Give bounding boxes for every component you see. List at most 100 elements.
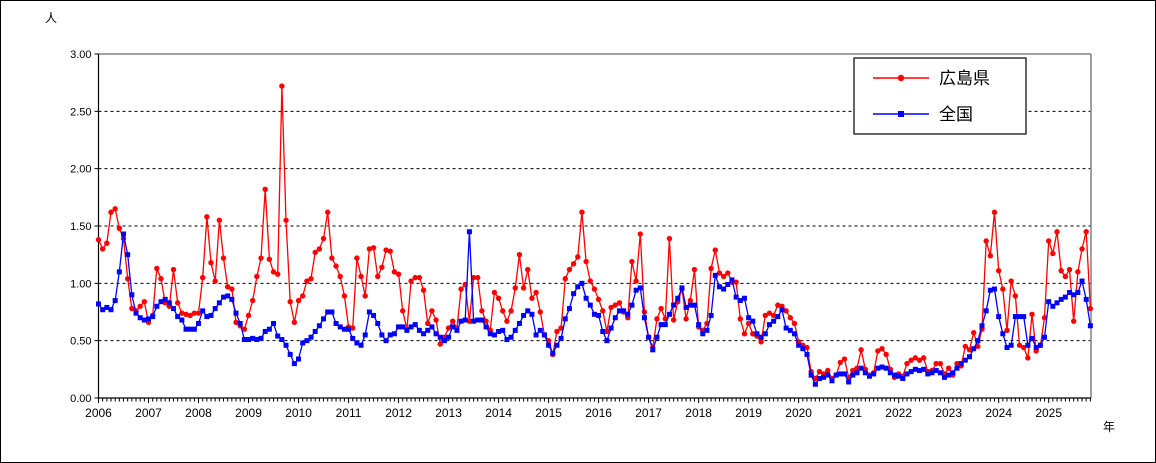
series-hiroshima-point — [954, 360, 960, 367]
series-national-point — [496, 328, 502, 334]
series-hiroshima-point — [137, 303, 143, 309]
series-national-point — [571, 291, 577, 297]
x-year-label: 2014 — [485, 406, 512, 420]
series-national-point — [137, 315, 143, 321]
series-hiroshima-point — [529, 295, 535, 301]
series-hiroshima-point — [204, 214, 210, 220]
series-hiroshima-point — [1008, 278, 1014, 284]
series-hiroshima-point — [579, 209, 585, 215]
series-national-point — [883, 365, 889, 371]
series-national-point — [162, 296, 168, 302]
series-hiroshima-point — [975, 343, 981, 350]
series-national-point — [846, 379, 852, 385]
series-hiroshima-point — [825, 367, 831, 374]
series-national-point — [271, 320, 277, 326]
series-national-point — [725, 281, 731, 287]
series-national-point — [891, 372, 897, 378]
series-hiroshima-point — [1025, 355, 1031, 361]
series-hiroshima-point — [500, 308, 506, 314]
series-national-point — [591, 311, 597, 317]
series-national-point — [675, 295, 681, 301]
series-national-point — [216, 300, 222, 306]
series-hiroshima-point — [258, 255, 264, 261]
series-national-point — [329, 309, 335, 315]
series-national-point — [625, 311, 631, 317]
series-national-point — [129, 292, 135, 298]
series-national-point — [654, 334, 660, 340]
series-national-point — [671, 302, 677, 308]
series-national-point — [854, 370, 860, 376]
series-national-point — [108, 307, 114, 313]
series-national-point — [1067, 290, 1073, 296]
series-hiroshima-point — [562, 276, 568, 282]
series-hiroshima-point — [1016, 342, 1023, 348]
series-national-point — [204, 314, 210, 320]
series-national-point — [437, 334, 443, 340]
series-national-point — [954, 365, 960, 371]
series-hiroshima-point — [329, 255, 335, 261]
series-national-point — [441, 338, 447, 344]
series-national-point — [254, 337, 260, 343]
series-national-point — [246, 337, 252, 343]
series-hiroshima-point — [1083, 229, 1089, 235]
series-hiroshima-point — [587, 278, 593, 284]
series-national-point — [946, 372, 952, 378]
series-hiroshima-point — [245, 312, 252, 319]
x-year-label: 2024 — [985, 406, 1012, 420]
series-hiroshima-point — [920, 355, 927, 361]
series-hiroshima-point — [908, 357, 914, 363]
series-hiroshima-point — [1004, 327, 1010, 334]
series-national-point — [450, 324, 456, 330]
series-national-point — [541, 332, 547, 338]
series-hiroshima-point — [983, 238, 989, 244]
series-national-point — [208, 312, 214, 318]
series-hiroshima-point — [762, 312, 768, 319]
series-national-point — [212, 306, 218, 312]
y-tick-label: 2.50 — [70, 106, 91, 118]
series-hiroshima-point — [1020, 344, 1027, 351]
series-national-point — [762, 331, 768, 337]
series-national-point — [100, 307, 106, 313]
series-hiroshima-point — [670, 317, 677, 323]
y-tick-label: 1.50 — [70, 221, 91, 233]
series-hiroshima-point — [412, 274, 418, 281]
series-hiroshima-point — [325, 209, 331, 215]
series-hiroshima-point — [916, 357, 923, 363]
series-hiroshima-point — [737, 316, 743, 322]
series-hiroshima-point — [970, 329, 977, 336]
series-national-point — [166, 300, 172, 306]
series-national-point — [1046, 299, 1052, 305]
series-hiroshima-point — [304, 278, 310, 284]
series-national-point — [1017, 314, 1023, 320]
series-hiroshima-point — [358, 273, 364, 280]
series-hiroshima-point — [312, 249, 318, 256]
series-hiroshima-point — [224, 284, 231, 290]
series-national-point — [383, 338, 389, 344]
x-year-label: 2023 — [935, 406, 962, 420]
series-national-point — [333, 320, 339, 326]
series-national-point — [225, 293, 231, 299]
series-hiroshima-point — [554, 328, 560, 335]
series-national-point — [1054, 300, 1060, 306]
series-national-point — [237, 320, 243, 326]
series-hiroshima-point — [1062, 273, 1069, 280]
series-hiroshima-point — [108, 209, 114, 215]
series-hiroshima-point — [770, 312, 777, 319]
series-national-point — [983, 308, 989, 314]
series-national-point — [925, 371, 931, 377]
series-national-point — [221, 294, 227, 300]
series-hiroshima-point — [437, 341, 443, 347]
series-national-point — [708, 312, 714, 318]
series-hiroshima-point — [179, 310, 185, 316]
series-national-point — [287, 351, 293, 357]
series-national-point — [733, 294, 739, 300]
series-national-point — [658, 322, 664, 328]
series-hiroshima-point — [249, 297, 256, 304]
series-hiroshima-point — [791, 320, 798, 327]
series-hiroshima-point — [804, 344, 810, 351]
series-national-point — [662, 322, 668, 328]
series-hiroshima-point — [495, 295, 502, 301]
series-national-point — [879, 364, 885, 370]
series-hiroshima-point — [95, 237, 102, 243]
